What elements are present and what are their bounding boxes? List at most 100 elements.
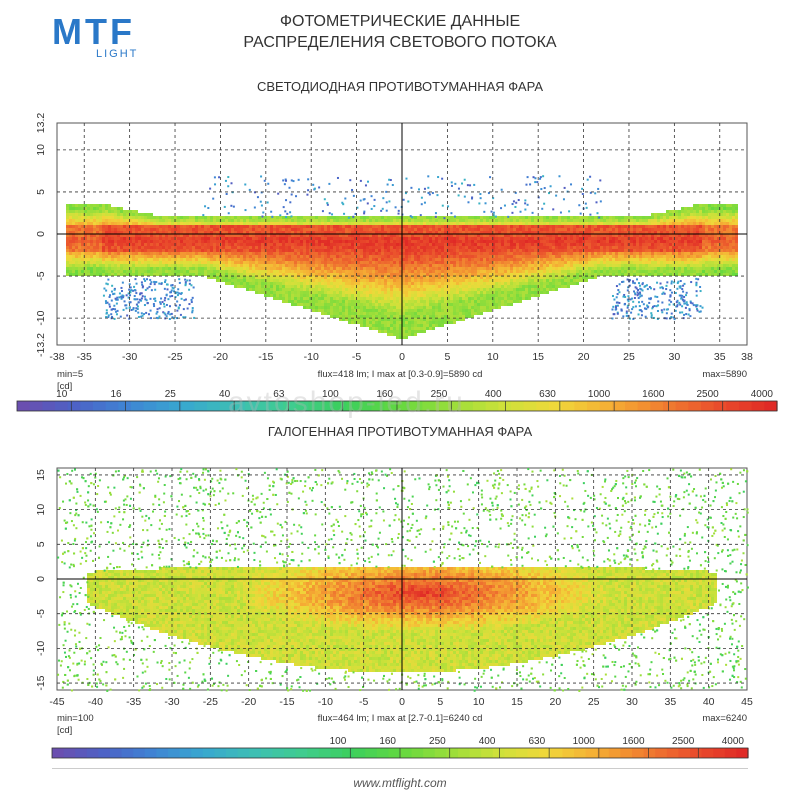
heat-cell xyxy=(66,219,69,222)
heat-cell xyxy=(690,273,693,276)
heat-cell xyxy=(729,213,732,216)
heat-cell xyxy=(681,222,684,225)
heat-cell xyxy=(501,273,504,276)
heat-cell xyxy=(636,228,639,231)
heat-cell xyxy=(81,216,84,219)
heat-cell xyxy=(333,249,336,252)
heat-cell xyxy=(399,237,402,240)
heat-cell xyxy=(516,231,519,234)
heat-cell xyxy=(168,249,171,252)
heat-cell xyxy=(429,237,432,240)
heat-cell xyxy=(87,273,90,276)
heat-cell xyxy=(450,276,453,279)
heat-cell xyxy=(93,240,96,243)
heat-cell xyxy=(561,237,564,240)
heat-cell xyxy=(408,276,411,279)
heat-cell xyxy=(330,222,333,225)
heat-cell xyxy=(594,258,597,261)
heat-cell xyxy=(126,249,129,252)
heat-cell xyxy=(105,240,108,243)
heat-cell xyxy=(216,276,219,279)
heat-cell xyxy=(510,225,513,228)
heat-cell xyxy=(225,252,228,255)
heat-cell xyxy=(387,228,390,231)
heat-cell xyxy=(369,279,372,282)
heat-cell xyxy=(636,273,639,276)
heat-cell xyxy=(714,264,717,267)
heat-cell xyxy=(282,240,285,243)
heat-cell xyxy=(462,279,465,282)
page-title-line2: РАСПРЕДЕЛЕНИЯ СВЕТОВОГО ПОТОКА xyxy=(243,34,557,51)
heat-cell xyxy=(708,273,711,276)
heat-cell xyxy=(531,273,534,276)
heat-cell xyxy=(192,231,195,234)
heat-cell xyxy=(435,279,438,282)
heat-cell xyxy=(705,273,708,276)
heat-cell xyxy=(312,273,315,276)
heat-cell xyxy=(75,261,78,264)
heat-cell xyxy=(561,225,564,228)
heat-cell xyxy=(246,222,249,225)
heat-cell xyxy=(375,240,378,243)
heat-cell xyxy=(420,264,423,267)
heat-cell xyxy=(474,276,477,279)
heat-cell xyxy=(417,270,420,273)
heat-cell xyxy=(654,267,657,270)
heat-cell xyxy=(210,261,213,264)
heat-cell xyxy=(267,246,270,249)
heat-cell xyxy=(84,261,87,264)
heat-cell xyxy=(90,222,93,225)
heat-cell xyxy=(150,243,153,246)
heat-cell xyxy=(357,273,360,276)
heat-cell xyxy=(411,270,414,273)
heat-cell xyxy=(450,228,453,231)
heat-cell xyxy=(687,213,690,216)
heat-cell xyxy=(570,243,573,246)
heat-cell xyxy=(687,237,690,240)
heat-cell xyxy=(267,252,270,255)
heat-cell xyxy=(231,276,234,279)
heat-cell xyxy=(405,273,408,276)
heat-cell xyxy=(735,231,738,234)
heat-cell xyxy=(366,258,369,261)
heat-cell xyxy=(705,204,708,207)
heat-cell xyxy=(477,264,480,267)
heat-cell xyxy=(246,234,249,237)
heat-cell xyxy=(138,264,141,267)
heat-cell xyxy=(291,273,294,276)
heat-cell xyxy=(405,252,408,255)
heat-cell xyxy=(186,237,189,240)
heat-cell xyxy=(135,252,138,255)
heat-cell xyxy=(327,252,330,255)
heat-cell xyxy=(420,252,423,255)
heat-cell xyxy=(486,216,489,219)
heat-cell xyxy=(225,219,228,222)
heat-cell xyxy=(519,273,522,276)
heat-cell xyxy=(96,249,99,252)
heat-cell xyxy=(711,207,714,210)
heat-cell xyxy=(453,267,456,270)
heat-cell xyxy=(138,231,141,234)
heat-cell xyxy=(90,246,93,249)
heat-cell xyxy=(372,219,375,222)
heat-cell xyxy=(666,267,669,270)
heat-cell xyxy=(270,279,273,282)
heat-cell xyxy=(387,279,390,282)
heat-cell xyxy=(102,237,105,240)
heat-cell xyxy=(453,237,456,240)
heat-cell xyxy=(516,216,519,219)
heat-cell xyxy=(240,258,243,261)
heat-cell xyxy=(426,237,429,240)
heat-cell xyxy=(117,252,120,255)
heat-cell xyxy=(597,222,600,225)
heat-cell xyxy=(489,237,492,240)
heat-cell xyxy=(348,243,351,246)
heat-cell xyxy=(429,246,432,249)
heat-cell xyxy=(453,252,456,255)
heat-cell xyxy=(276,219,279,222)
heat-cell xyxy=(591,219,594,222)
heat-cell xyxy=(579,258,582,261)
heat-cell xyxy=(192,273,195,276)
heat-cell xyxy=(342,282,345,285)
heat-cell xyxy=(735,249,738,252)
